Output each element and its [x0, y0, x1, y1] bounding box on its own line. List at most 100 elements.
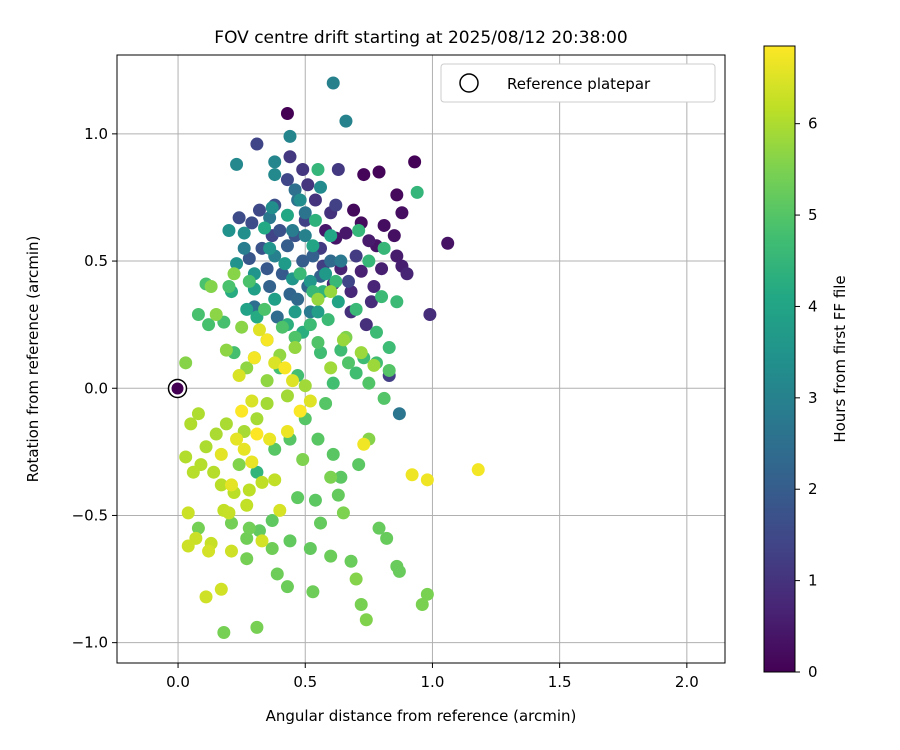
data-point	[191, 521, 205, 535]
x-tick-label: 0.5	[293, 673, 317, 691]
data-point	[380, 531, 394, 545]
data-point	[311, 335, 325, 349]
data-point	[303, 318, 317, 332]
data-point	[408, 155, 422, 169]
x-tick-label: 0.0	[166, 673, 190, 691]
data-point	[250, 620, 264, 634]
data-point	[352, 458, 366, 472]
data-point	[349, 249, 363, 263]
colorbar-ticks: 0 1 2 3 4 5 6	[795, 115, 818, 681]
data-point	[260, 333, 274, 347]
data-point	[240, 531, 254, 545]
data-point	[252, 203, 266, 217]
data-point	[349, 366, 363, 380]
data-point	[357, 437, 371, 451]
data-point	[283, 150, 297, 164]
data-point	[268, 356, 282, 370]
data-point	[230, 257, 244, 271]
data-point	[270, 310, 284, 324]
colorbar-label: Hours from first FF file	[831, 275, 849, 442]
data-point	[334, 343, 348, 357]
colorbar	[763, 45, 796, 673]
data-point	[202, 544, 216, 558]
x-tick-label: 2.0	[675, 673, 699, 691]
data-point	[364, 295, 378, 309]
data-point	[219, 417, 233, 431]
data-point	[306, 249, 320, 263]
legend-label: Reference platepar	[507, 75, 651, 93]
data-point	[319, 397, 333, 411]
data-point	[298, 229, 312, 243]
data-point	[186, 465, 200, 479]
data-point	[245, 394, 259, 408]
data-point	[400, 267, 414, 281]
data-point	[324, 285, 338, 299]
data-point	[334, 254, 348, 268]
data-point	[263, 432, 277, 446]
colorbar-tick-label: 2	[808, 480, 818, 498]
legend-marker-icon	[459, 73, 479, 93]
data-point	[283, 534, 297, 548]
data-point	[372, 521, 386, 535]
data-point	[237, 241, 251, 255]
data-point	[336, 506, 350, 520]
data-point	[199, 590, 213, 604]
data-point	[179, 356, 193, 370]
data-point	[250, 137, 264, 151]
y-axis-label: Rotation from reference (arcmin)	[24, 236, 42, 483]
data-point	[377, 218, 391, 232]
data-point	[296, 254, 310, 268]
data-point	[275, 267, 289, 281]
data-point	[202, 318, 216, 332]
data-point	[336, 333, 350, 347]
data-point	[375, 290, 389, 304]
data-point	[359, 318, 373, 332]
data-point	[331, 488, 345, 502]
data-point	[263, 241, 277, 255]
data-point	[375, 262, 389, 276]
y-tick-label: 0.5	[84, 252, 108, 270]
x-axis-ticks: 0.0 0.5 1.0 1.5 2.0	[166, 663, 699, 691]
data-point	[252, 524, 266, 538]
data-point	[349, 572, 363, 586]
data-point	[280, 107, 294, 121]
data-point	[199, 440, 213, 454]
data-point	[224, 544, 238, 558]
data-point	[235, 404, 249, 418]
data-point	[377, 391, 391, 405]
data-point	[179, 450, 193, 464]
data-point	[291, 292, 305, 306]
data-point	[288, 330, 302, 344]
data-point	[395, 206, 409, 220]
data-point	[242, 483, 256, 497]
data-point	[308, 213, 322, 227]
y-axis-ticks: −1.0 −0.5 0.0 0.5 1.0	[72, 125, 117, 652]
data-point	[344, 285, 358, 299]
data-point	[298, 206, 312, 220]
data-point	[291, 491, 305, 505]
data-point	[250, 427, 264, 441]
data-point	[324, 549, 338, 563]
data-point	[354, 346, 368, 360]
data-point	[268, 155, 282, 169]
data-point	[331, 162, 345, 176]
data-point	[326, 76, 340, 90]
data-point	[230, 432, 244, 446]
data-point	[354, 264, 368, 278]
data-point	[390, 295, 404, 309]
data-point	[240, 498, 254, 512]
data-point	[326, 376, 340, 390]
data-point	[260, 374, 274, 388]
data-point	[232, 458, 246, 472]
data-point	[283, 129, 297, 143]
data-point	[214, 447, 228, 461]
data-point	[367, 279, 381, 293]
data-point	[471, 463, 485, 477]
data-point	[280, 389, 294, 403]
gridlines	[117, 55, 725, 663]
data-point	[260, 262, 274, 276]
data-point	[405, 468, 419, 482]
legend: Reference platepar	[440, 63, 716, 103]
data-point	[245, 216, 259, 230]
data-point	[311, 162, 325, 176]
